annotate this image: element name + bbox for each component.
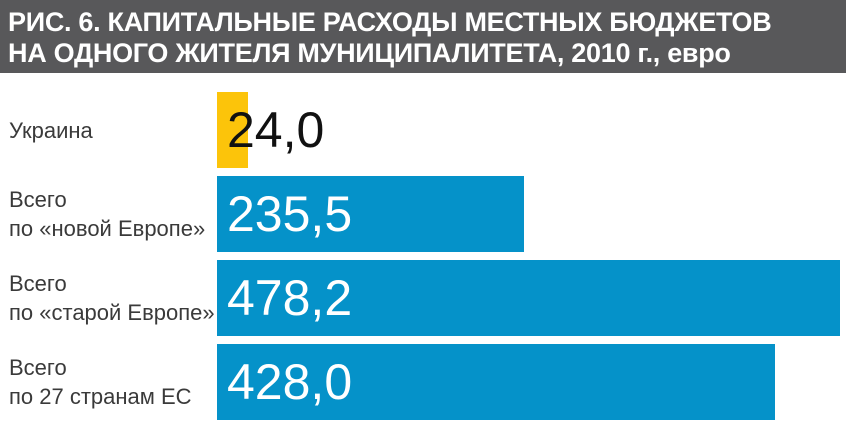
category-label-line: по «старой Европе» xyxy=(9,300,215,325)
bar: 478,2 xyxy=(217,260,840,336)
bar: 235,5 xyxy=(217,176,524,252)
category-label-line: по «новой Европе» xyxy=(9,216,206,241)
bar-value-label: 428,0 xyxy=(227,354,353,410)
category-label-line: по 27 странам ЕС xyxy=(9,384,192,409)
category-label-line: Всего xyxy=(9,271,67,296)
category-label: Всего по «новой Европе» xyxy=(0,185,217,243)
category-label: Всего по 27 странам ЕС xyxy=(0,353,217,411)
category-label: Всего по «старой Европе» xyxy=(0,269,217,327)
bar-value-label: 235,5 xyxy=(227,186,353,242)
category-label-line: Всего xyxy=(9,187,67,212)
figure-title-line-2: НА ОДНОГО ЖИТЕЛЯ МУНИЦИПАЛИТЕТА, 2010 г.… xyxy=(8,38,731,68)
bar-chart: Украина 24,0 Всего по «новой Европе» 235,5 Вс… xyxy=(0,92,846,428)
bar-track: 478,2 xyxy=(217,260,846,336)
category-label-line: Всего xyxy=(9,355,67,380)
chart-row: Украина 24,0 xyxy=(0,92,846,168)
category-label: Украина xyxy=(0,116,217,145)
chart-row: Всего по «старой Европе» 478,2 xyxy=(0,260,846,336)
chart-row: Всего по 27 странам ЕС 428,0 xyxy=(0,344,846,420)
bar: 428,0 xyxy=(217,344,775,420)
figure-title-line-1: РИС. 6. КАПИТАЛЬНЫЕ РАСХОДЫ МЕСТНЫХ БЮДЖ… xyxy=(8,7,772,37)
chart-row: Всего по «новой Европе» 235,5 xyxy=(0,176,846,252)
bar: 24,0 xyxy=(217,92,324,168)
category-label-line: Украина xyxy=(9,117,93,143)
bar-track: 24,0 xyxy=(217,92,846,168)
bar-value-label: 24,0 xyxy=(227,102,325,158)
bar-track: 235,5 xyxy=(217,176,846,252)
bar-value-label: 478,2 xyxy=(227,270,353,326)
figure-title-bar: РИС. 6. КАПИТАЛЬНЫЕ РАСХОДЫ МЕСТНЫХ БЮДЖ… xyxy=(0,0,846,73)
bar-track: 428,0 xyxy=(217,344,846,420)
